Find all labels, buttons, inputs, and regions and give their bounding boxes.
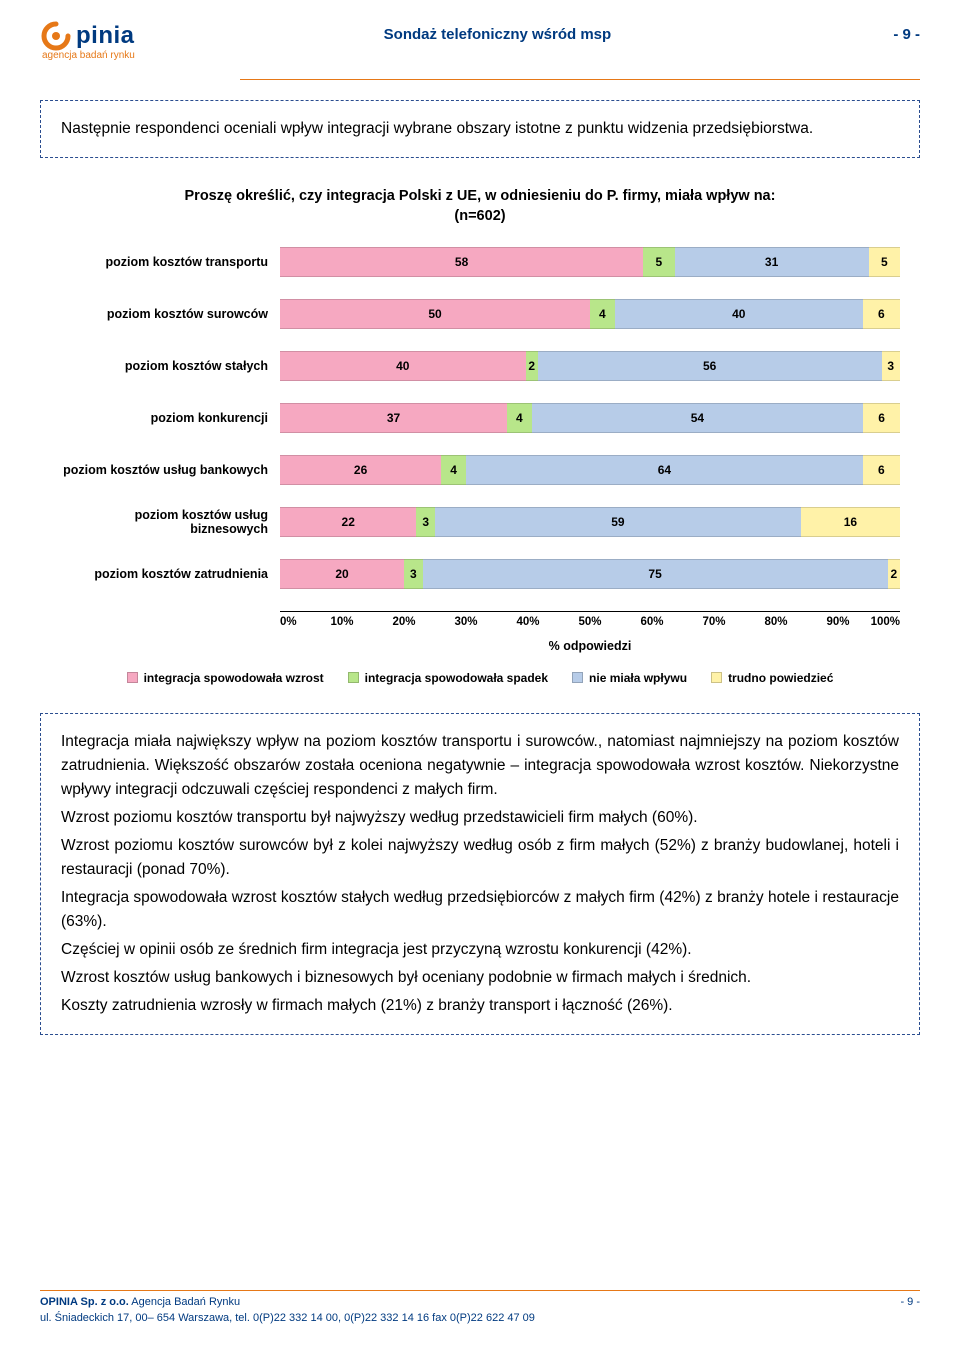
- footer-left: OPINIA Sp. z o.o. Agencja Badań Rynku ul…: [40, 1295, 535, 1326]
- chart-segment: 6: [863, 299, 900, 329]
- chart-x-label: % odpowiedzi: [280, 639, 900, 653]
- chart-row: poziom kosztów zatrudnienia203752: [60, 559, 900, 589]
- chart-segment: 50: [280, 299, 590, 329]
- chart-row-label: poziom konkurencji: [60, 411, 280, 425]
- body-paragraph: Integracja spowodowała wzrost kosztów st…: [61, 886, 899, 934]
- chart-rows: poziom kosztów transportu585315poziom ko…: [60, 247, 900, 589]
- chart-segment: 3: [404, 559, 423, 589]
- chart-row: poziom kosztów surowców504406: [60, 299, 900, 329]
- legend-label: integracja spowodowała wzrost: [144, 671, 324, 685]
- header-divider: [240, 79, 920, 80]
- chart-bar: 402563: [280, 351, 900, 381]
- chart-segment: 56: [538, 351, 882, 381]
- chart-row: poziom kosztów transportu585315: [60, 247, 900, 277]
- chart-bar: 264646: [280, 455, 900, 485]
- chart-row: poziom konkurencji374546: [60, 403, 900, 433]
- chart-segment: 40: [615, 299, 863, 329]
- legend-swatch: [572, 672, 583, 683]
- page-header: pinia agencja badań rynku Sondaż telefon…: [40, 20, 920, 61]
- body-paragraph: Wzrost poziomu kosztów surowców był z ko…: [61, 834, 899, 882]
- chart-segment: 6: [863, 455, 900, 485]
- logo-main: pinia: [40, 20, 135, 52]
- chart-bar: 504406: [280, 299, 900, 329]
- footer-divider: [40, 1290, 920, 1291]
- chart-segment: 58: [280, 247, 643, 277]
- footer-company: OPINIA Sp. z o.o.: [40, 1296, 129, 1308]
- legend-label: nie miała wpływu: [589, 671, 687, 685]
- chart-segment: 37: [280, 403, 507, 433]
- chart-row-label: poziom kosztów usług biznesowych: [60, 508, 280, 536]
- chart-segment: 64: [466, 455, 863, 485]
- footer-page-number: - 9 -: [900, 1295, 920, 1326]
- body-paragraph: Wzrost poziomu kosztów transportu był na…: [61, 806, 899, 830]
- page: pinia agencja badań rynku Sondaż telefon…: [0, 0, 960, 1346]
- legend-label: integracja spowodowała spadek: [365, 671, 548, 685]
- chart-title-line2: (n=602): [454, 208, 505, 224]
- chart-segment: 2: [888, 559, 900, 589]
- logo-text: pinia: [76, 22, 135, 50]
- chart-segment: 3: [882, 351, 900, 381]
- chart-row-label: poziom kosztów transportu: [60, 255, 280, 269]
- chart-segment: 54: [532, 403, 863, 433]
- chart-segment: 59: [435, 507, 801, 537]
- legend-item: trudno powiedzieć: [711, 671, 833, 685]
- legend-item: integracja spowodowała wzrost: [127, 671, 324, 685]
- chart-segment: 3: [416, 507, 435, 537]
- chart-row: poziom kosztów stałych402563: [60, 351, 900, 381]
- chart-segment: 26: [280, 455, 441, 485]
- chart-segment: 22: [280, 507, 416, 537]
- logo: pinia agencja badań rynku: [40, 20, 135, 61]
- chart-bar: 2235916: [280, 507, 900, 537]
- chart-legend: integracja spowodowała wzrost integracja …: [60, 671, 900, 685]
- chart-segment: 5: [643, 247, 674, 277]
- header-page-number: - 9 -: [860, 20, 920, 43]
- chart-title-line1: Proszę określić, czy integracja Polski z…: [185, 188, 776, 204]
- legend-swatch: [711, 672, 722, 683]
- chart-segment: 4: [441, 455, 466, 485]
- legend-label: trudno powiedzieć: [728, 671, 833, 685]
- footer-company-rest: Agencja Badań Rynku: [129, 1296, 240, 1308]
- body-paragraph: Koszty zatrudnienia wzrosły w firmach ma…: [61, 994, 899, 1018]
- intro-text: Następnie respondenci oceniali wpływ int…: [61, 120, 813, 137]
- chart-row: poziom kosztów usług bankowych264646: [60, 455, 900, 485]
- header-title: Sondaż telefoniczny wśród msp: [384, 26, 612, 43]
- body-paragraph: Częściej w opinii osób ze średnich firm …: [61, 938, 899, 962]
- footer-address: ul. Śniadeckich 17, 00– 654 Warszawa, te…: [40, 1312, 535, 1324]
- chart-row-label: poziom kosztów surowców: [60, 307, 280, 321]
- header-title-block: Sondaż telefoniczny wśród msp: [135, 20, 860, 43]
- legend-item: integracja spowodowała spadek: [348, 671, 548, 685]
- legend-item: nie miała wpływu: [572, 671, 687, 685]
- chart-segment: 75: [423, 559, 888, 589]
- chart-bar: 203752: [280, 559, 900, 589]
- chart-bar: 374546: [280, 403, 900, 433]
- chart-row-label: poziom kosztów stałych: [60, 359, 280, 373]
- chart-segment: 16: [801, 507, 900, 537]
- body-paragraph: Integracja miała największy wpływ na poz…: [61, 730, 899, 802]
- chart-segment: 31: [675, 247, 869, 277]
- chart-segment: 4: [590, 299, 615, 329]
- chart-segment: 6: [863, 403, 900, 433]
- chart-x-axis: 0%10%20%30%40%50%60%70%80%90%100%: [280, 611, 900, 633]
- intro-box: Następnie respondenci oceniali wpływ int…: [40, 100, 920, 158]
- chart-segment: 20: [280, 559, 404, 589]
- body-paragraph: Wzrost kosztów usług bankowych i bizneso…: [61, 966, 899, 990]
- chart-row-label: poziom kosztów zatrudnienia: [60, 567, 280, 581]
- legend-swatch: [127, 672, 138, 683]
- chart-row-label: poziom kosztów usług bankowych: [60, 463, 280, 477]
- chart: Proszę określić, czy integracja Polski z…: [40, 186, 920, 685]
- logo-subtitle: agencja badań rynku: [42, 50, 135, 61]
- logo-swirl-icon: [40, 20, 72, 52]
- legend-swatch: [348, 672, 359, 683]
- body-box: Integracja miała największy wpływ na poz…: [40, 713, 920, 1035]
- chart-title: Proszę określić, czy integracja Polski z…: [60, 186, 900, 227]
- chart-segment: 5: [869, 247, 900, 277]
- chart-segment: 2: [526, 351, 538, 381]
- chart-row: poziom kosztów usług biznesowych2235916: [60, 507, 900, 537]
- chart-bar: 585315: [280, 247, 900, 277]
- chart-segment: 4: [507, 403, 532, 433]
- page-footer: OPINIA Sp. z o.o. Agencja Badań Rynku ul…: [40, 1290, 920, 1326]
- chart-segment: 40: [280, 351, 526, 381]
- footer-row: OPINIA Sp. z o.o. Agencja Badań Rynku ul…: [40, 1295, 920, 1326]
